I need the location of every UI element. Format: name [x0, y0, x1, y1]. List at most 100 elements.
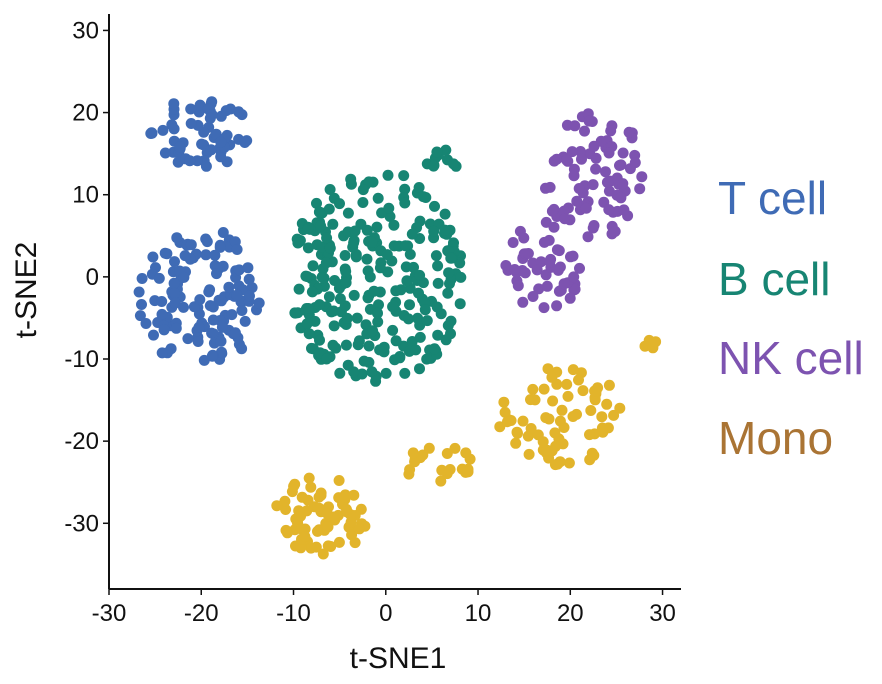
nk-cell-point [595, 135, 607, 147]
mono-point [650, 336, 662, 348]
b-cell-point [374, 262, 386, 274]
t-cell-point [159, 247, 171, 259]
nk-cell-point [512, 280, 524, 292]
t-cell-point [153, 272, 165, 284]
b-cell-point [368, 285, 380, 297]
mono-point [280, 524, 292, 536]
t-cell-point [233, 106, 245, 118]
t-cell-point [215, 110, 227, 122]
t-cell-point [214, 241, 226, 253]
mono-point [271, 500, 283, 512]
b-cell-point [388, 219, 400, 231]
b-cell-point [384, 211, 396, 222]
t-cell-point [215, 151, 227, 163]
nk-cell-point [629, 157, 641, 169]
mono-point [538, 383, 550, 395]
mono-point [322, 521, 334, 533]
b-cell-point [314, 334, 325, 346]
mono-point [546, 371, 558, 383]
nk-cell-point [573, 183, 585, 194]
t-cell-point [156, 347, 168, 359]
t-cell-point [223, 281, 235, 293]
b-cell-point [302, 242, 314, 254]
mono-point [313, 502, 325, 514]
t-cell-point [253, 297, 265, 309]
mono-point [462, 466, 474, 478]
mono-point [584, 429, 595, 441]
b-cell-point [324, 184, 336, 195]
nk-cell-point [609, 225, 621, 237]
b-cell-point [442, 287, 454, 299]
b-cell-point [341, 312, 353, 324]
b-cell-point [349, 225, 361, 237]
mono-point [341, 503, 352, 515]
mono-point [317, 548, 329, 560]
x-tick-label: -30 [92, 600, 127, 627]
nk-cell-point [603, 204, 615, 216]
nk-cell-point [558, 278, 570, 290]
b-cell-point [413, 287, 424, 299]
nk-cell-point [548, 155, 560, 167]
b-cell-point [363, 176, 375, 188]
b-cell-point [315, 220, 327, 232]
t-cell-point [236, 305, 248, 316]
y-tick-label: 30 [72, 17, 99, 44]
x-tick-label: -20 [184, 600, 219, 627]
legend-item-t-cell: T cell [718, 172, 827, 224]
x-tick-label: 30 [649, 600, 676, 627]
mono-point [596, 411, 608, 423]
nk-cell-point [568, 170, 580, 182]
legend-item-nk-cell: NK cell [718, 332, 864, 384]
b-cell-point [303, 328, 315, 340]
b-cell-point [364, 271, 376, 283]
nk-cell-point [614, 160, 625, 171]
t-cell-point [157, 124, 169, 136]
t-cell-point [239, 315, 251, 327]
b-cell-point [417, 191, 429, 203]
mono-point [512, 427, 523, 439]
b-cell-point [389, 354, 401, 366]
b-cell-point [378, 341, 390, 353]
mono-point [525, 423, 537, 434]
nk-cell-point [500, 260, 512, 271]
b-cell-point [306, 342, 317, 354]
b-cell-point [307, 260, 319, 272]
b-cell-point [399, 367, 411, 379]
b-cell-point [406, 336, 418, 347]
mono-point [567, 364, 579, 376]
t-cell-point [147, 251, 159, 263]
b-cell-point [345, 173, 357, 185]
y-tick-label: 20 [72, 100, 99, 127]
b-cell-point [383, 202, 395, 214]
nk-cell-point [634, 183, 646, 195]
t-cell-point [133, 286, 145, 298]
nk-cell-point [522, 248, 534, 259]
nk-cell-point [623, 126, 635, 138]
nk-cell-point [576, 153, 587, 165]
b-cell-point [428, 225, 440, 237]
y-axis-label: t-SNE2 [10, 242, 43, 339]
t-cell-point [170, 322, 182, 334]
b-cell-point [300, 270, 312, 282]
b-cell-point [421, 315, 433, 327]
b-cell-point [311, 197, 322, 209]
t-cell-point [140, 318, 152, 329]
nk-cell-point [601, 176, 613, 188]
nk-cell-point [566, 146, 578, 158]
t-cell-point [156, 308, 168, 320]
b-cell-point [342, 359, 354, 371]
t-cell-point [204, 112, 216, 124]
t-cell-point [246, 282, 258, 294]
nk-cell-point [603, 147, 615, 159]
b-cell-point [348, 289, 360, 301]
t-cell-point [194, 294, 206, 306]
b-cell-point [327, 339, 339, 351]
mono-point [444, 464, 456, 475]
t-cell-point [226, 309, 238, 321]
mono-point [561, 378, 573, 390]
b-cell-point [340, 266, 352, 277]
t-cell-point [243, 273, 255, 285]
nk-cell-point [574, 262, 585, 274]
mono-point [436, 464, 448, 476]
b-cell-point [301, 318, 313, 330]
